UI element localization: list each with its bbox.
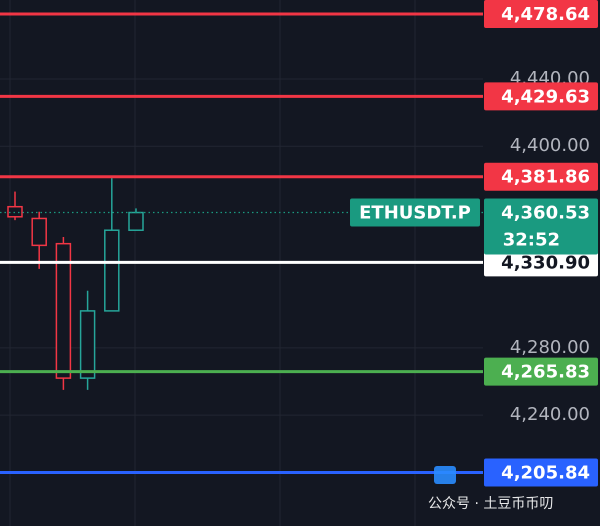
y-tick-label: 4,240.00 [510,404,590,425]
price-label-box [484,248,598,277]
price-label-box [484,458,598,487]
price-label-box [484,82,598,111]
last-price-label: 4,360.53 [501,203,590,224]
price-label: 4,265.83 [501,362,590,383]
countdown-label: 32:52 [503,230,560,251]
candle-body [79,310,96,379]
price-label: 4,330.90 [501,252,590,273]
price-label-box [484,162,598,191]
price-label-box [484,0,598,29]
candle-body [31,217,47,247]
price-label: 4,205.84 [501,462,590,483]
y-tick-label: 4,280.00 [510,337,590,358]
price-label: 4,381.86 [501,167,590,188]
candle-body [55,242,72,379]
watermark-icon [434,466,456,484]
price-label-box [484,357,598,386]
price-label: 4,478.64 [501,4,590,25]
last-price-box [484,198,598,255]
candle-body [128,211,144,231]
y-tick-label: 4,400.00 [510,135,590,156]
candle-body [7,205,23,218]
symbol-label: ETHUSDT.P [359,203,471,224]
watermark: 公众号 · 土豆币币叨 [428,496,553,512]
candle-body [104,229,120,312]
symbol-label-box [350,198,480,227]
price-label: 4,429.63 [501,86,590,107]
